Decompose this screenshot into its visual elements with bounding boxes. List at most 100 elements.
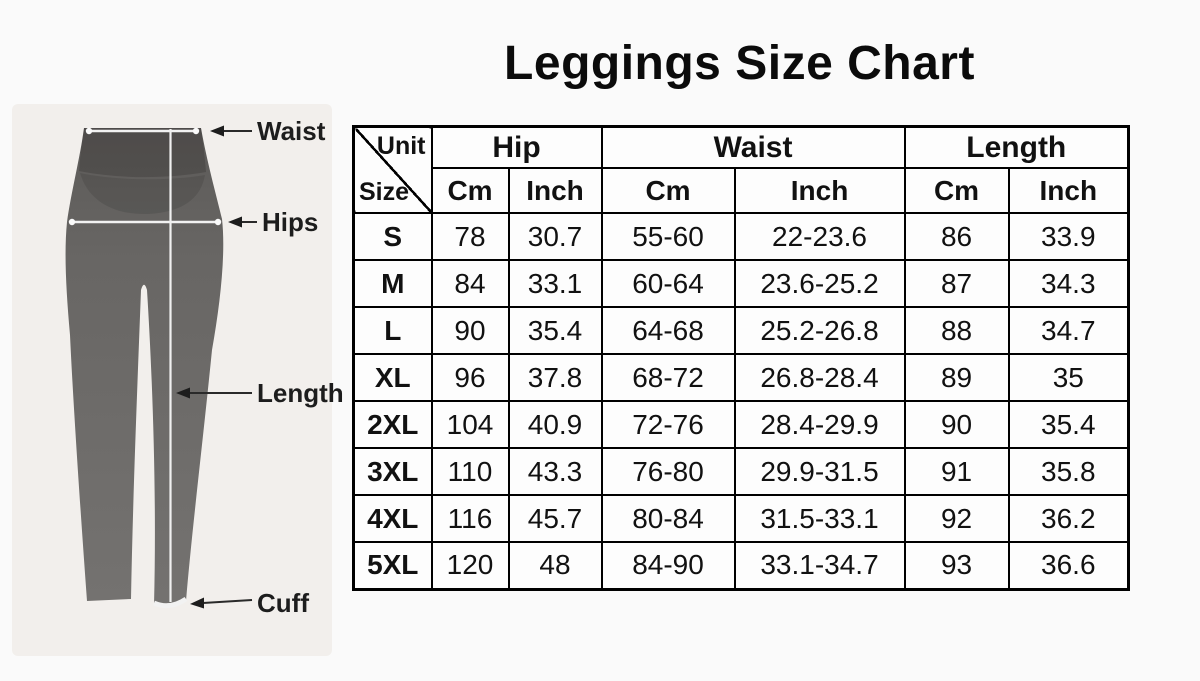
unit-header-hip-cm: Cm (430, 167, 510, 214)
waist-inch-value: 22-23.6 (733, 212, 906, 261)
annotation-cuff: Cuff (190, 588, 309, 618)
waistband-shading (79, 128, 206, 178)
waist-inch-value: 25.2-26.8 (733, 306, 906, 355)
length-arrow-icon (176, 387, 190, 399)
table-row-4xl: 4XL 116 45.7 80-84 31.5-33.1 92 36.2 (352, 494, 1130, 543)
hips-line-endpoint-right (214, 218, 222, 226)
waist-cm-value: 72-76 (600, 400, 736, 449)
length-cm-value: 88 (903, 306, 1010, 355)
page-title: Leggings Size Chart (504, 37, 975, 90)
size-label: S (352, 212, 433, 261)
hip-inch-value: 35.4 (507, 306, 603, 355)
column-group-length: Length (903, 125, 1130, 169)
hip-panel-shading (80, 173, 205, 215)
waist-inch-value: 31.5-33.1 (733, 494, 906, 543)
size-label: M (352, 259, 433, 308)
column-group-waist: Waist (600, 125, 906, 169)
length-inch-value: 33.9 (1007, 212, 1130, 261)
size-label: 2XL (352, 400, 433, 449)
annotation-waist: Waist (210, 116, 326, 146)
length-inch-value: 36.2 (1007, 494, 1130, 543)
length-label: Length (257, 378, 344, 408)
cuff-arrow-icon (190, 597, 204, 609)
waist-label: Waist (257, 116, 326, 146)
waist-inch-value: 28.4-29.9 (733, 400, 906, 449)
corner-unit-label: Unit (376, 132, 426, 160)
waist-inch-value: 33.1-34.7 (733, 541, 906, 590)
table-row-3xl: 3XL 110 43.3 76-80 29.9-31.5 91 35.8 (352, 447, 1130, 496)
waist-cm-value: 64-68 (600, 306, 736, 355)
waist-line-endpoint-left (85, 127, 93, 135)
column-group-hip: Hip (430, 125, 603, 169)
waist-cm-value: 55-60 (600, 212, 736, 261)
size-label: 4XL (352, 494, 433, 543)
size-label: 5XL (352, 541, 433, 590)
length-inch-value: 34.7 (1007, 306, 1130, 355)
hip-cm-value: 120 (430, 541, 510, 590)
cuff-label: Cuff (257, 588, 309, 618)
hip-inch-value: 48 (507, 541, 603, 590)
length-inch-value: 34.3 (1007, 259, 1130, 308)
corner-cell-unit-size: Unit Size (352, 125, 433, 214)
length-cm-value: 86 (903, 212, 1010, 261)
table-row-5xl: 5XL 120 48 84-90 33.1-34.7 93 36.6 (352, 541, 1130, 590)
hips-arrow-icon (228, 216, 242, 228)
leggings-illustration: Waist Hips Length Cuff (12, 104, 344, 656)
unit-header-length-inch: Inch (1007, 167, 1130, 214)
length-cm-value: 90 (903, 400, 1010, 449)
length-inch-value: 35 (1007, 353, 1130, 402)
size-label: L (352, 306, 433, 355)
hips-line-endpoint-left (68, 218, 76, 226)
waist-inch-value: 23.6-25.2 (733, 259, 906, 308)
table-row-2xl: 2XL 104 40.9 72-76 28.4-29.9 90 35.4 (352, 400, 1130, 449)
hip-cm-value: 116 (430, 494, 510, 543)
hip-inch-value: 37.8 (507, 353, 603, 402)
table-row-s: S 78 30.7 55-60 22-23.6 86 33.9 (352, 212, 1130, 261)
waist-cm-value: 80-84 (600, 494, 736, 543)
hip-inch-value: 45.7 (507, 494, 603, 543)
cuff-callout-line (202, 599, 253, 604)
hip-cm-value: 90 (430, 306, 510, 355)
hip-cm-value: 110 (430, 447, 510, 496)
waist-cm-value: 68-72 (600, 353, 736, 402)
size-label: XL (352, 353, 433, 402)
hip-inch-value: 30.7 (507, 212, 603, 261)
size-table: Unit Size Hip Waist Length Cm Inch Cm In… (352, 125, 1131, 591)
hip-inch-value: 43.3 (507, 447, 603, 496)
length-cm-value: 89 (903, 353, 1010, 402)
cuff-measure-line (152, 596, 188, 609)
hip-cm-value: 104 (430, 400, 510, 449)
waist-cm-value: 84-90 (600, 541, 736, 590)
length-cm-value: 87 (903, 259, 1010, 308)
length-inch-value: 36.6 (1007, 541, 1130, 590)
length-cm-value: 91 (903, 447, 1010, 496)
corner-size-label: Size (359, 178, 410, 206)
annotation-length: Length (176, 378, 344, 408)
length-inch-value: 35.8 (1007, 447, 1130, 496)
hip-cm-value: 84 (430, 259, 510, 308)
length-cm-value: 93 (903, 541, 1010, 590)
unit-header-hip-inch: Inch (507, 167, 603, 214)
table-row-l: L 90 35.4 64-68 25.2-26.8 88 34.7 (352, 306, 1130, 355)
waist-cm-value: 76-80 (600, 447, 736, 496)
waist-cm-value: 60-64 (600, 259, 736, 308)
waist-arrow-icon (210, 125, 224, 137)
waist-inch-value: 26.8-28.4 (733, 353, 906, 402)
unit-header-waist-cm: Cm (600, 167, 736, 214)
annotation-hips: Hips (228, 207, 318, 237)
table-row-xl: XL 96 37.8 68-72 26.8-28.4 89 35 (352, 353, 1130, 402)
leggings-measurement-diagram: Waist Hips Length Cuff (0, 0, 350, 681)
size-label: 3XL (352, 447, 433, 496)
length-inch-value: 35.4 (1007, 400, 1130, 449)
unit-header-length-cm: Cm (903, 167, 1010, 214)
hip-inch-value: 33.1 (507, 259, 603, 308)
length-cm-value: 92 (903, 494, 1010, 543)
leggings-silhouette (65, 128, 224, 605)
waist-line-endpoint-right (192, 127, 200, 135)
waist-inch-value: 29.9-31.5 (733, 447, 906, 496)
hips-label: Hips (262, 207, 318, 237)
unit-header-waist-inch: Inch (733, 167, 906, 214)
table-row-m: M 84 33.1 60-64 23.6-25.2 87 34.3 (352, 259, 1130, 308)
hip-cm-value: 96 (430, 353, 510, 402)
